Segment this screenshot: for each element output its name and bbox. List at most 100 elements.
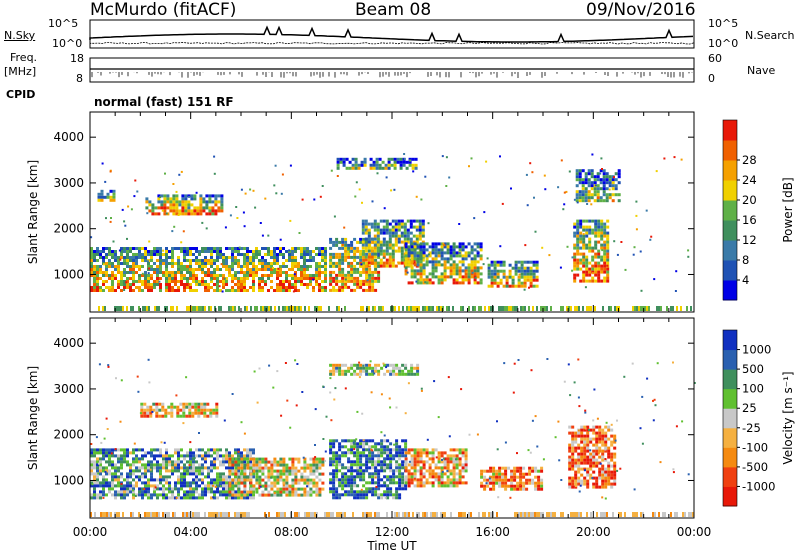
echo-cell bbox=[151, 212, 155, 216]
echo-cell bbox=[583, 455, 587, 459]
echo-cell bbox=[129, 286, 132, 289]
echo-cell bbox=[255, 250, 258, 253]
echo-cell bbox=[401, 451, 405, 455]
echo-cell bbox=[373, 246, 377, 250]
echo-cell bbox=[171, 490, 174, 494]
echo-cell bbox=[171, 277, 174, 280]
echo-cell bbox=[380, 445, 384, 449]
echo-cell bbox=[371, 285, 375, 289]
echo-cell bbox=[606, 240, 610, 244]
echo-cell bbox=[138, 475, 141, 479]
echo-cell bbox=[336, 160, 340, 164]
ground-scatter-cell bbox=[154, 306, 156, 311]
echo-cell bbox=[470, 248, 474, 252]
echo-cell bbox=[356, 282, 360, 286]
echo-cell bbox=[576, 225, 580, 229]
echo-cell bbox=[195, 289, 198, 292]
echo-cell bbox=[117, 475, 120, 479]
echo-cell bbox=[391, 228, 395, 232]
echo-cell bbox=[434, 242, 438, 246]
echo-cell bbox=[410, 272, 414, 276]
echo-cell bbox=[96, 253, 99, 256]
echo-cell bbox=[428, 278, 432, 282]
echo-cell bbox=[96, 247, 99, 250]
echo-cell bbox=[603, 234, 607, 238]
echo-cell bbox=[384, 163, 388, 167]
echo-cell bbox=[186, 280, 189, 283]
echo-cell bbox=[585, 279, 589, 283]
echo-cell bbox=[329, 276, 333, 280]
echo-cell bbox=[243, 481, 247, 485]
echo-cell bbox=[492, 472, 496, 476]
echo-cell bbox=[604, 470, 608, 474]
echo-cell bbox=[108, 253, 111, 256]
echo-cell bbox=[282, 256, 285, 259]
echo-cell bbox=[434, 245, 438, 249]
sparse-echo-cell bbox=[458, 252, 461, 254]
echo-cell bbox=[332, 366, 336, 370]
echo-cell bbox=[374, 481, 378, 485]
echo-cell bbox=[513, 466, 517, 470]
echo-cell bbox=[568, 467, 572, 471]
echo-cell bbox=[132, 274, 135, 277]
echo-cell bbox=[332, 496, 336, 500]
echo-cell bbox=[174, 274, 177, 277]
echo-cell bbox=[596, 172, 600, 176]
echo-cell bbox=[598, 473, 602, 477]
sparse-echo-cell bbox=[261, 234, 264, 237]
echo-cell bbox=[382, 252, 386, 256]
echo-cell bbox=[610, 476, 614, 480]
echo-cell bbox=[240, 289, 243, 292]
echo-cell bbox=[157, 197, 161, 201]
echo-cell bbox=[192, 472, 195, 476]
echo-cell bbox=[389, 490, 393, 494]
echo-cell bbox=[364, 249, 368, 253]
echo-cell bbox=[120, 283, 123, 286]
ground-scatter-cell bbox=[194, 306, 196, 311]
echo-cell bbox=[458, 254, 462, 258]
ground-scatter-cell bbox=[616, 306, 618, 311]
echo-cell bbox=[487, 272, 491, 276]
sparse-echo-cell bbox=[191, 270, 194, 273]
echo-cell bbox=[264, 466, 268, 470]
echo-cell bbox=[585, 258, 589, 262]
echo-cell bbox=[383, 448, 387, 452]
echo-cell bbox=[437, 275, 441, 279]
echo-cell bbox=[171, 463, 174, 467]
echo-cell bbox=[187, 206, 191, 210]
sparse-echo-cell bbox=[274, 164, 277, 167]
ground-scatter-cell bbox=[198, 306, 200, 311]
echo-cell bbox=[159, 469, 162, 473]
echo-cell bbox=[168, 256, 171, 259]
echo-cell bbox=[398, 496, 402, 500]
echo-cell bbox=[411, 166, 415, 170]
sparse-echo-cell bbox=[124, 224, 127, 227]
echo-cell bbox=[519, 484, 523, 488]
echo-cell bbox=[443, 460, 447, 464]
echo-cell bbox=[388, 228, 392, 232]
echo-cell bbox=[416, 484, 420, 488]
echo-cell bbox=[604, 476, 608, 480]
echo-cell bbox=[398, 475, 402, 479]
echo-cell bbox=[576, 222, 580, 226]
echo-cell bbox=[198, 454, 201, 458]
echo-cell bbox=[449, 248, 453, 252]
echo-cell bbox=[605, 193, 609, 197]
echo-cell bbox=[153, 268, 156, 271]
echo-cell bbox=[135, 253, 138, 256]
echo-cell bbox=[400, 255, 404, 259]
echo-cell bbox=[571, 425, 575, 429]
echo-cell bbox=[132, 478, 135, 482]
echo-cell bbox=[359, 457, 363, 461]
echo-cell bbox=[288, 250, 291, 253]
echo-cell bbox=[151, 203, 155, 207]
echo-cell bbox=[312, 484, 316, 488]
echo-cell bbox=[105, 454, 108, 458]
echo-cell bbox=[404, 484, 408, 488]
echo-cell bbox=[201, 490, 204, 494]
echo-cell bbox=[258, 283, 261, 286]
echo-cell bbox=[588, 249, 592, 253]
echo-cell bbox=[483, 478, 487, 482]
echo-cell bbox=[123, 259, 126, 262]
echo-cell bbox=[163, 206, 167, 210]
